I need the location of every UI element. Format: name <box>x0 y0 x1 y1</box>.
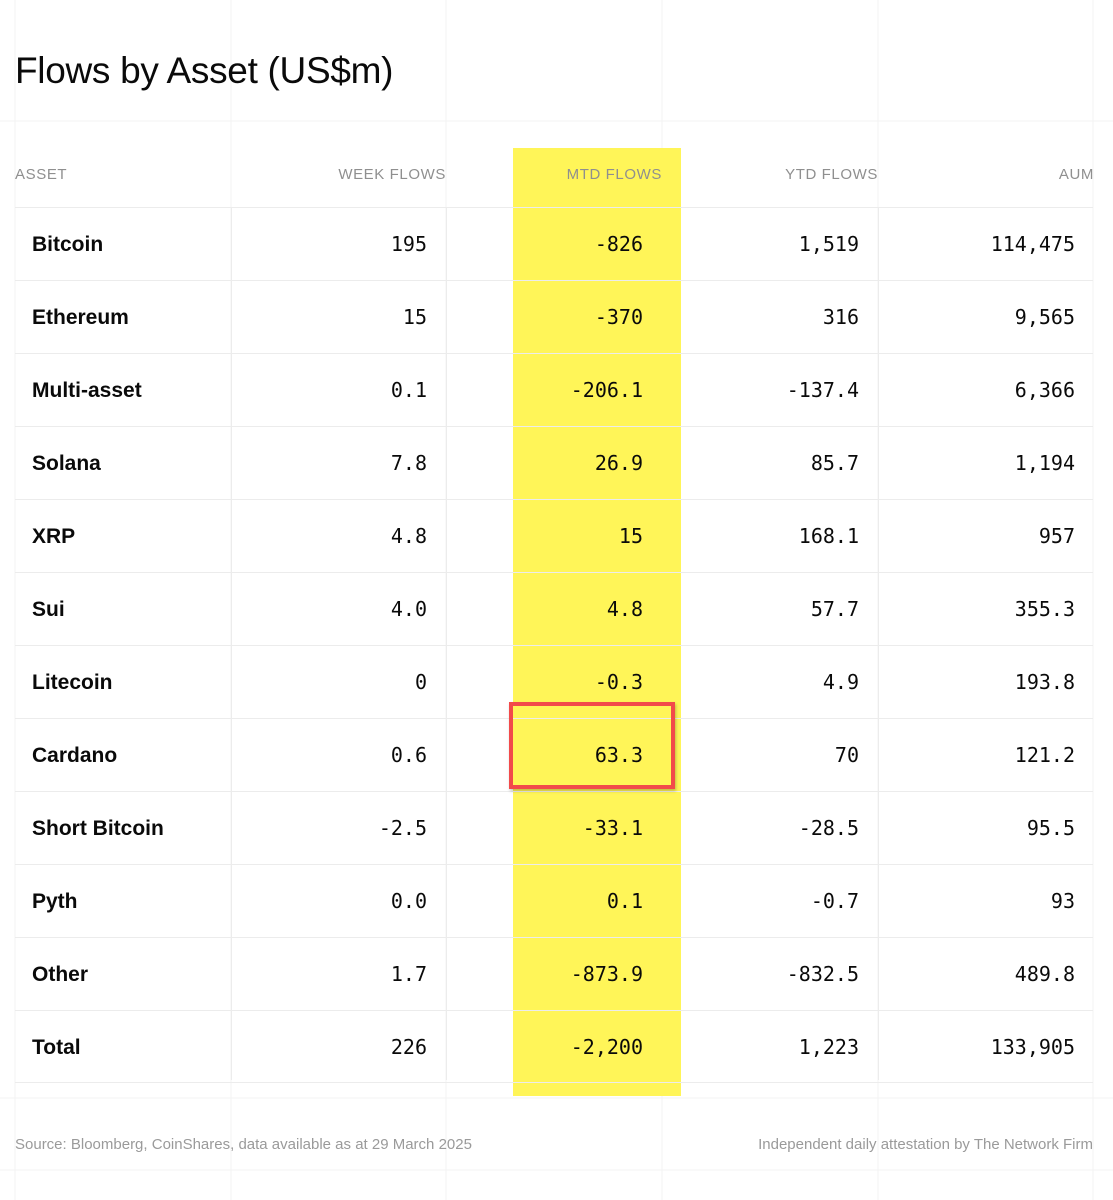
ytd-flows-cell: 1,223 <box>798 1035 859 1059</box>
ytd-flows-cell: -832.5 <box>786 962 859 986</box>
header-ytd-flows: YTD FLOWS <box>785 166 878 183</box>
week-flows-cell: 0.6 <box>390 743 427 767</box>
ytd-flows-cell: 168.1 <box>798 524 859 548</box>
table-row: Cardano 0.6 63.3 70 121.2 <box>15 718 1093 791</box>
mtd-flows-cell: 26.9 <box>594 451 643 475</box>
table-row: XRP 4.8 15 168.1 957 <box>15 499 1093 572</box>
week-flows-cell: 226 <box>390 1035 427 1059</box>
aum-cell: 957 <box>1038 524 1075 548</box>
week-flows-cell: 7.8 <box>390 451 427 475</box>
asset-name-cell: Total <box>32 1036 81 1059</box>
week-flows-cell: 0.1 <box>390 378 427 402</box>
table-row: Pyth 0.0 0.1 -0.7 93 <box>15 864 1093 937</box>
asset-name-cell: Litecoin <box>32 671 113 694</box>
ytd-flows-cell: 316 <box>822 305 859 329</box>
aum-cell: 6,366 <box>1014 378 1075 402</box>
asset-name-cell: Pyth <box>32 890 78 913</box>
mtd-flows-cell: -33.1 <box>582 816 643 840</box>
ytd-flows-cell: -137.4 <box>786 378 859 402</box>
mtd-flows-cell: -370 <box>594 305 643 329</box>
asset-name-cell: Ethereum <box>32 306 129 329</box>
week-flows-cell: 15 <box>402 305 427 329</box>
asset-name-cell: Bitcoin <box>32 233 104 256</box>
mtd-flows-cell: -826 <box>594 232 643 256</box>
table-row: Sui 4.0 4.8 57.7 355.3 <box>15 572 1093 645</box>
table-row: Total 226 -2,200 1,223 133,905 <box>15 1010 1093 1083</box>
ytd-flows-cell: -28.5 <box>798 816 859 840</box>
ytd-flows-cell: 57.7 <box>810 597 859 621</box>
ytd-flows-cell: -0.7 <box>810 889 859 913</box>
chart-title: Flows by Asset (US$m) <box>15 50 394 91</box>
mtd-highlight-column <box>513 148 681 1096</box>
mtd-flows-cell: -206.1 <box>570 378 643 402</box>
column-divider <box>878 207 879 1080</box>
header-asset: ASSET <box>15 166 68 183</box>
header-mtd-flows: MTD FLOWS <box>566 166 662 183</box>
table-row: Other 1.7 -873.9 -832.5 489.8 <box>15 937 1093 1010</box>
table-row: Ethereum 15 -370 316 9,565 <box>15 280 1093 353</box>
column-divider <box>231 207 232 1080</box>
week-flows-cell: -2.5 <box>378 816 427 840</box>
aum-cell: 95.5 <box>1026 816 1075 840</box>
ytd-flows-cell: 1,519 <box>798 232 859 256</box>
asset-name-cell: Sui <box>32 598 65 621</box>
table-row: Solana 7.8 26.9 85.7 1,194 <box>15 426 1093 499</box>
mtd-flows-cell: -873.9 <box>570 962 643 986</box>
aum-cell: 133,905 <box>990 1035 1075 1059</box>
asset-name-cell: Cardano <box>32 744 118 767</box>
header-week-flows: WEEK FLOWS <box>338 166 446 183</box>
table-row: Bitcoin 195 -826 1,519 114,475 <box>15 207 1093 280</box>
aum-cell: 93 <box>1050 889 1075 913</box>
aum-cell: 355.3 <box>1014 597 1075 621</box>
mtd-flows-cell: 0.1 <box>606 889 643 913</box>
aum-cell: 121.2 <box>1014 743 1075 767</box>
week-flows-cell: 0.0 <box>390 889 427 913</box>
cardano-mtd-highlight-box <box>509 702 675 789</box>
mtd-flows-cell: 63.3 <box>594 743 643 767</box>
aum-cell: 114,475 <box>990 232 1075 256</box>
aum-cell: 489.8 <box>1014 962 1075 986</box>
ytd-flows-cell: 4.9 <box>822 670 859 694</box>
ytd-flows-cell: 85.7 <box>810 451 859 475</box>
source-note: Source: Bloomberg, CoinShares, data avai… <box>15 1136 472 1153</box>
header-aum: AUM <box>1058 166 1094 183</box>
asset-name-cell: Other <box>32 963 89 986</box>
week-flows-cell: 4.0 <box>390 597 427 621</box>
mtd-flows-cell: -2,200 <box>570 1035 643 1059</box>
aum-cell: 9,565 <box>1014 305 1075 329</box>
table-row: Short Bitcoin -2.5 -33.1 -28.5 95.5 <box>15 791 1093 864</box>
mtd-flows-cell: -0.3 <box>594 670 643 694</box>
mtd-flows-cell: 4.8 <box>606 597 643 621</box>
week-flows-cell: 195 <box>390 232 427 256</box>
table-row: Multi-asset 0.1 -206.1 -137.4 6,366 <box>15 353 1093 426</box>
asset-name-cell: Short Bitcoin <box>32 817 164 840</box>
week-flows-cell: 0 <box>414 670 427 694</box>
table-row: Litecoin 0 -0.3 4.9 193.8 <box>15 645 1093 718</box>
asset-name-cell: XRP <box>32 525 76 548</box>
column-divider <box>446 207 447 1080</box>
mtd-flows-cell: 15 <box>618 524 643 548</box>
attestation-note: Independent daily attestation by The Net… <box>758 1136 1093 1153</box>
asset-name-cell: Multi-asset <box>32 379 142 402</box>
aum-cell: 1,194 <box>1014 451 1075 475</box>
table-header: ASSET WEEK FLOWS MTD FLOWS YTD FLOWS AUM <box>0 166 1113 188</box>
asset-name-cell: Solana <box>32 452 101 475</box>
week-flows-cell: 4.8 <box>390 524 427 548</box>
week-flows-cell: 1.7 <box>390 962 427 986</box>
aum-cell: 193.8 <box>1014 670 1075 694</box>
ytd-flows-cell: 70 <box>834 743 859 767</box>
